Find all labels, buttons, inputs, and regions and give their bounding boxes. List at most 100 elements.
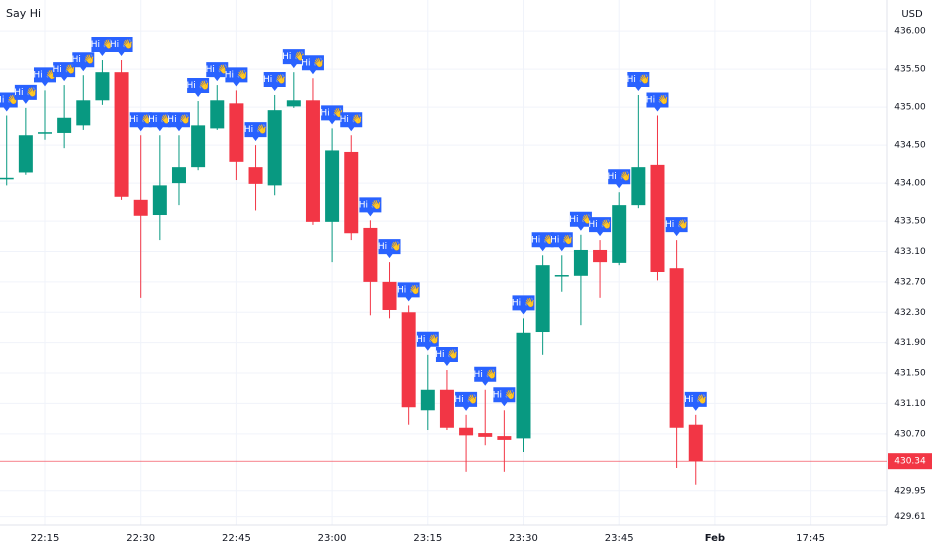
hi-marker: Hi 👋 (244, 122, 267, 142)
marker-text: Hi 👋 (72, 54, 95, 65)
candle-body (573, 249, 588, 276)
candle-body (420, 389, 435, 411)
marker-text: Hi 👋 (282, 51, 305, 62)
marker-bubble (321, 105, 344, 125)
hi-marker: Hi 👋 (435, 347, 459, 367)
marker-bubble (72, 52, 95, 72)
marker-text: Hi 👋 (52, 64, 75, 75)
hi-marker: Hi 👋 (206, 62, 229, 82)
marker-bubble (244, 122, 267, 142)
marker-text: Hi 👋 (320, 107, 343, 118)
marker-bubble (110, 37, 133, 57)
marker-bubble (397, 282, 420, 302)
x-tick-label: 22:30 (126, 533, 155, 544)
candle-body (114, 72, 129, 197)
hi-marker: Hi 👋 (0, 92, 18, 112)
hi-marker: Hi 👋 (646, 92, 669, 112)
x-tick-label: Feb (705, 533, 725, 544)
x-tick-label: 23:15 (413, 533, 442, 544)
hi-marker: Hi 👋 (148, 112, 172, 132)
hi-marker: Hi 👋 (14, 84, 38, 104)
hi-marker: Hi 👋 (91, 37, 114, 57)
marker-bubble (263, 71, 286, 91)
hi-marker: Hi 👋 (397, 282, 420, 302)
candle-body (650, 164, 665, 272)
y-tick-label: 435.50 (894, 65, 926, 75)
y-tick-label: 432.30 (894, 308, 926, 318)
hi-marker: Hi 👋 (684, 391, 707, 411)
candle-body (210, 100, 225, 129)
marker-text: Hi 👋 (416, 334, 439, 345)
hi-marker: Hi 👋 (110, 37, 133, 57)
hi-marker: Hi 👋 (225, 67, 248, 87)
x-tick-label: 23:45 (605, 533, 634, 544)
hi-marker: Hi 👋 (454, 391, 478, 411)
marker-text: Hi 👋 (627, 74, 650, 85)
marker-text: Hi 👋 (569, 214, 592, 225)
candle-body (325, 150, 340, 222)
marker-text: Hi 👋 (244, 124, 267, 135)
marker-bubble (455, 391, 478, 411)
marker-text: Hi 👋 (378, 241, 401, 252)
hi-marker: Hi 👋 (665, 217, 688, 237)
y-tick-label: 429.95 (894, 486, 926, 496)
marker-bubble (206, 62, 229, 82)
candle-body (267, 110, 282, 186)
marker-bubble (569, 211, 592, 231)
candle-body (478, 433, 493, 437)
y-tick-label: 431.90 (894, 338, 926, 348)
x-tick-label: 17:45 (796, 533, 825, 544)
marker-bubble (282, 49, 305, 69)
candle-body (57, 117, 72, 133)
marker-text: Hi 👋 (646, 94, 669, 105)
candle-body (363, 227, 378, 282)
candle-body (344, 151, 359, 234)
marker-bubble (665, 217, 688, 237)
marker-text: Hi 👋 (0, 94, 18, 105)
marker-bubble (91, 37, 114, 57)
marker-bubble (531, 232, 554, 252)
marker-text: Hi 👋 (110, 39, 133, 50)
marker-text: Hi 👋 (301, 57, 324, 68)
marker-text: Hi 👋 (186, 80, 209, 91)
y-tick-label: 431.50 (894, 369, 926, 379)
marker-text: Hi 👋 (493, 389, 516, 400)
hi-marker: Hi 👋 (263, 71, 286, 91)
marker-text: Hi 👋 (91, 39, 114, 50)
hi-marker: Hi 👋 (167, 112, 191, 132)
y-tick-label: 435.00 (894, 103, 926, 113)
y-tick-label: 429.61 (894, 512, 926, 522)
hi-marker: Hi 👋 (474, 366, 497, 386)
y-tick-label: 434.50 (894, 141, 926, 151)
marker-text: Hi 👋 (263, 74, 286, 85)
hi-marker: Hi 👋 (531, 232, 554, 252)
x-tick-label: 22:45 (222, 533, 251, 544)
hi-marker: Hi 👋 (378, 239, 401, 259)
candle-body (631, 167, 646, 206)
marker-bubble (340, 112, 363, 132)
candle-body (459, 427, 474, 436)
candle-body (401, 312, 416, 408)
candle-body (554, 275, 569, 277)
candle-body (18, 135, 33, 173)
y-tick-label: 430.70 (894, 429, 926, 439)
candle-body (497, 436, 512, 440)
hi-marker: Hi 👋 (512, 295, 535, 315)
marker-text: Hi 👋 (397, 284, 420, 295)
hi-marker: Hi 👋 (186, 78, 210, 98)
candle-body (593, 249, 608, 263)
marker-text: Hi 👋 (531, 234, 554, 245)
marker-bubble (129, 112, 152, 132)
marker-bubble (53, 62, 76, 82)
candle-body (688, 424, 703, 462)
candle-body (516, 332, 531, 439)
currency-label: USD (901, 9, 923, 20)
candle-body (191, 125, 206, 168)
marker-bubble (416, 331, 439, 351)
hi-marker: Hi 👋 (359, 197, 382, 217)
marker-bubble (435, 347, 458, 367)
marker-text: Hi 👋 (33, 69, 56, 80)
candle-body (0, 177, 14, 180)
y-tick-label: 431.10 (894, 399, 926, 409)
